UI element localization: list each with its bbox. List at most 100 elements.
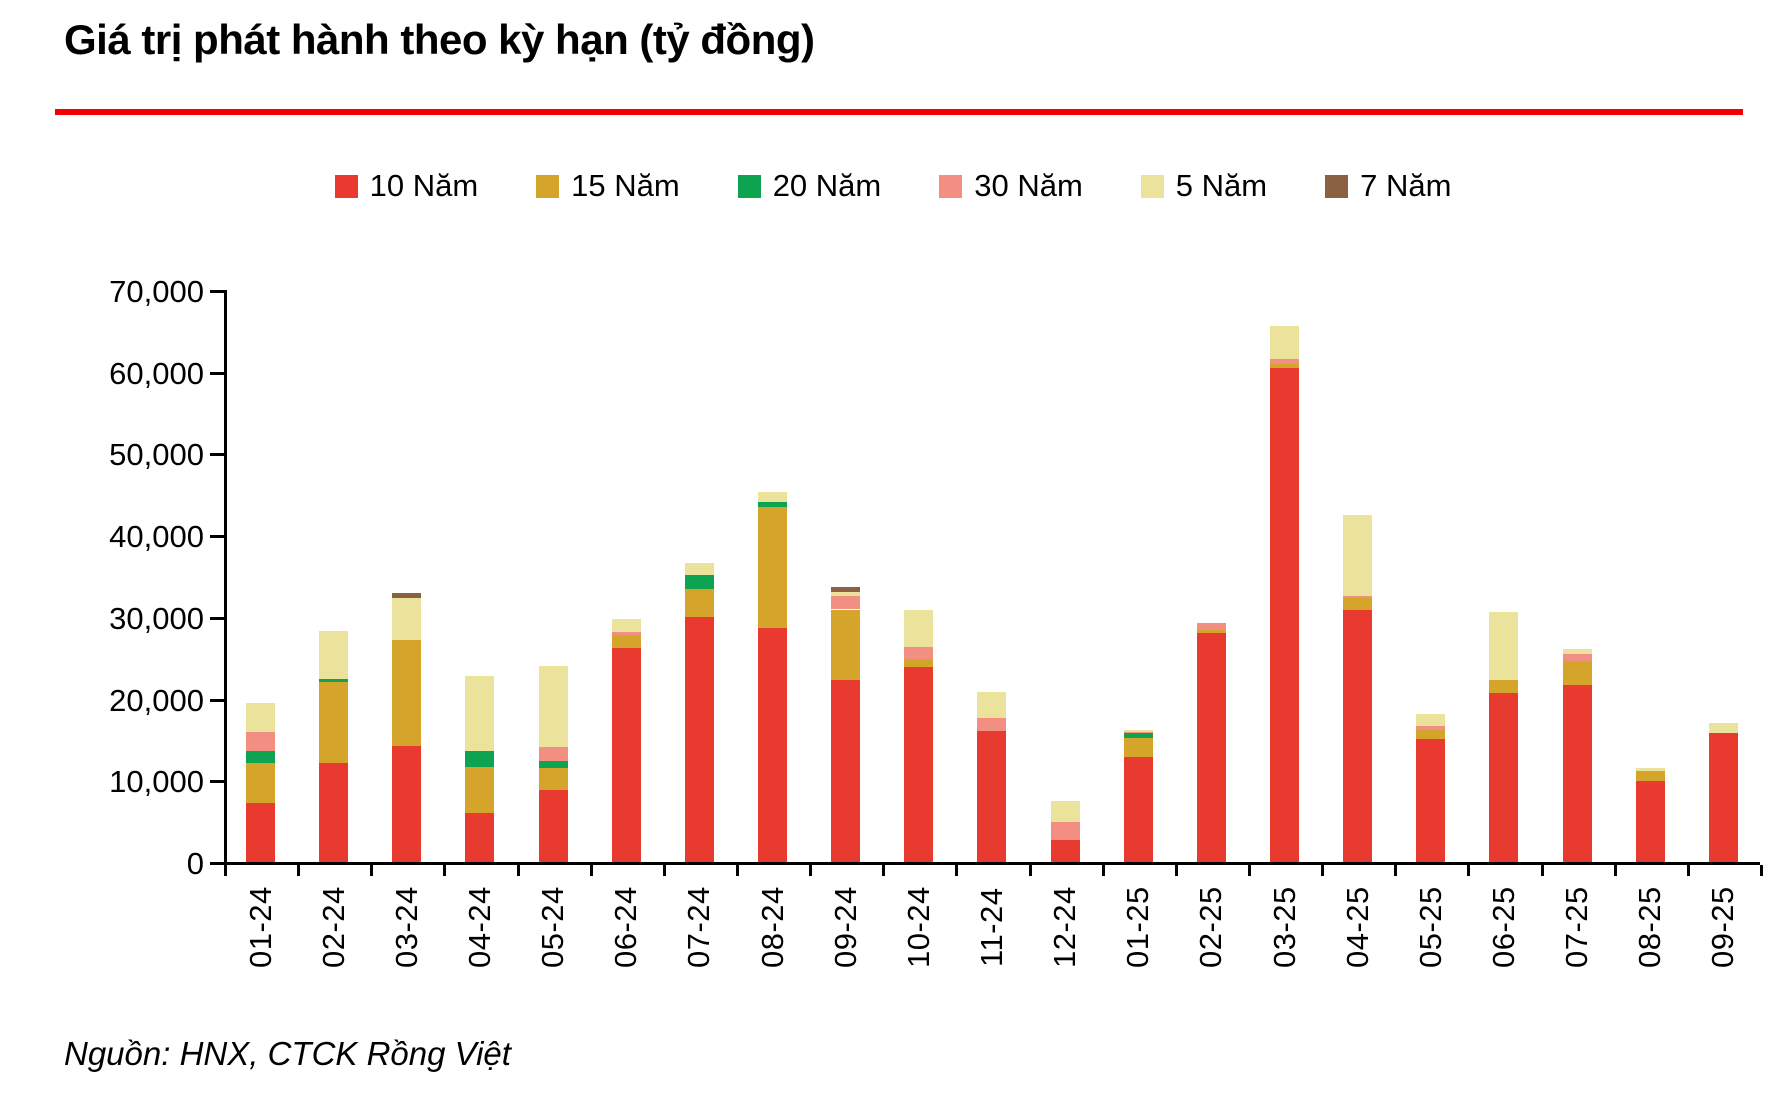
chart-legend: 10 Năm 15 Năm 20 Năm 30 Năm 5 Năm 7 Năm [0, 168, 1786, 204]
bar-segment-5-năm [319, 630, 349, 679]
bar-segment-15-năm [1270, 363, 1300, 368]
legend-label: 15 Năm [571, 168, 680, 203]
x-axis-tick [662, 865, 666, 876]
bar-segment-15-năm [1416, 730, 1446, 740]
bar-segment-5-năm [392, 598, 422, 640]
legend-item-20-năm: 20 Năm [737, 168, 882, 204]
bar-segment-5-năm [1562, 648, 1592, 655]
bar-segment-30-năm [611, 632, 641, 635]
x-tick-label: 05-24 [535, 886, 571, 968]
x-axis-tick [1247, 865, 1251, 876]
y-axis-tick [210, 290, 224, 293]
legend-swatch-icon [334, 174, 358, 198]
bar-segment-15-năm [246, 763, 276, 804]
x-tick-label: 01-25 [1120, 886, 1156, 968]
x-axis-tick [443, 865, 447, 876]
bar-segment-10-năm [831, 679, 861, 862]
bar-segment-20-năm [758, 501, 788, 508]
legend-label: 5 Năm [1175, 168, 1268, 203]
bar-segment-7-năm [392, 593, 422, 599]
bar-segment-10-năm [1196, 633, 1226, 862]
bar-segment-15-năm [465, 767, 495, 813]
bar-segment-5-năm [1708, 723, 1738, 733]
bar-segment-10-năm [319, 763, 349, 862]
y-axis-tick [210, 453, 224, 457]
x-axis-tick [1174, 865, 1178, 876]
bar-segment-15-năm [392, 639, 422, 746]
x-axis-tick [735, 865, 739, 876]
y-tick-label: 70,000 [109, 274, 204, 309]
x-tick-label: 04-24 [461, 886, 497, 968]
x-axis-tick [370, 865, 374, 876]
x-axis-line [224, 862, 1760, 865]
bar-segment-5-năm [1050, 800, 1080, 822]
legend-label: 20 Năm [772, 168, 882, 203]
bar-segment-15-năm [319, 682, 349, 764]
bar-segment-30-năm [1270, 359, 1300, 364]
bar-segment-30-năm [831, 596, 861, 610]
y-tick-label: 50,000 [109, 437, 204, 473]
x-tick-label: 12-24 [1047, 886, 1083, 968]
bar-segment-20-năm [1123, 732, 1153, 738]
legend-swatch-icon [536, 174, 560, 198]
bar-segment-20-năm [246, 750, 276, 764]
bar-segment-10-năm [904, 666, 934, 862]
x-tick-label: 02-24 [315, 886, 351, 968]
y-axis-line [224, 290, 227, 865]
x-axis-tick [1540, 865, 1544, 876]
source-note: Nguồn: HNX, CTCK Rồng Việt [64, 1035, 511, 1072]
bar-segment-10-năm [392, 745, 422, 862]
x-tick-label: 01-24 [242, 886, 278, 968]
bar-segment-5-năm [1123, 730, 1153, 733]
bar-segment-15-năm [1196, 629, 1226, 634]
x-tick-label: 05-25 [1412, 886, 1448, 968]
y-tick-label: 0 [186, 846, 204, 881]
bar-segment-5-năm [1270, 325, 1300, 360]
x-tick-label: 08-24 [754, 886, 790, 968]
legend-item-5-năm: 5 Năm [1140, 168, 1268, 204]
y-axis-tick [210, 535, 224, 539]
bar-segment-20-năm [319, 678, 349, 683]
x-axis-tick [1759, 865, 1763, 876]
bar-segment-5-năm [831, 591, 861, 597]
bar-segment-15-năm [538, 768, 568, 791]
bar-segment-10-năm [1635, 781, 1665, 862]
y-tick-label: 40,000 [109, 519, 204, 555]
x-tick-label: 02-25 [1193, 886, 1229, 968]
legend-swatch-icon [737, 174, 761, 198]
bar-segment-15-năm [1562, 660, 1592, 685]
bar-segment-15-năm [1489, 679, 1519, 693]
bar-segment-15-năm [831, 609, 861, 680]
x-tick-label: 07-25 [1559, 886, 1595, 968]
x-axis-tick [297, 865, 301, 876]
bar-segment-30-năm [1196, 622, 1226, 630]
y-tick-label: 20,000 [109, 682, 204, 718]
bar-segment-10-năm [611, 647, 641, 862]
bar-segment-15-năm [1123, 737, 1153, 757]
y-tick-label: 30,000 [109, 600, 204, 636]
bar-segment-10-năm [1562, 684, 1592, 862]
x-axis-tick [1686, 865, 1690, 876]
legend-label: 30 Năm [974, 168, 1083, 203]
x-axis-tick [1028, 865, 1032, 876]
bar-segment-5-năm [684, 562, 714, 576]
bar-segment-10-năm [1416, 739, 1446, 862]
x-axis-tick [589, 865, 593, 876]
x-axis-tick [882, 865, 886, 876]
bar-segment-10-năm [465, 812, 495, 862]
x-tick-label: 06-25 [1485, 886, 1521, 968]
x-axis-tick [516, 865, 520, 876]
bar-segment-20-năm [684, 575, 714, 590]
bar-segment-5-năm [758, 491, 788, 502]
legend-item-7-năm: 7 Năm [1325, 168, 1451, 204]
x-tick-label: 10-24 [900, 886, 936, 968]
y-axis-tick [210, 862, 224, 865]
bar-segment-20-năm [538, 760, 568, 769]
y-tick-label: 60,000 [109, 355, 204, 391]
bar-segment-30-năm [246, 732, 276, 751]
bar-segment-5-năm [246, 702, 276, 733]
bar-segment-30-năm [1562, 654, 1592, 661]
legend-swatch-icon [1140, 174, 1164, 198]
